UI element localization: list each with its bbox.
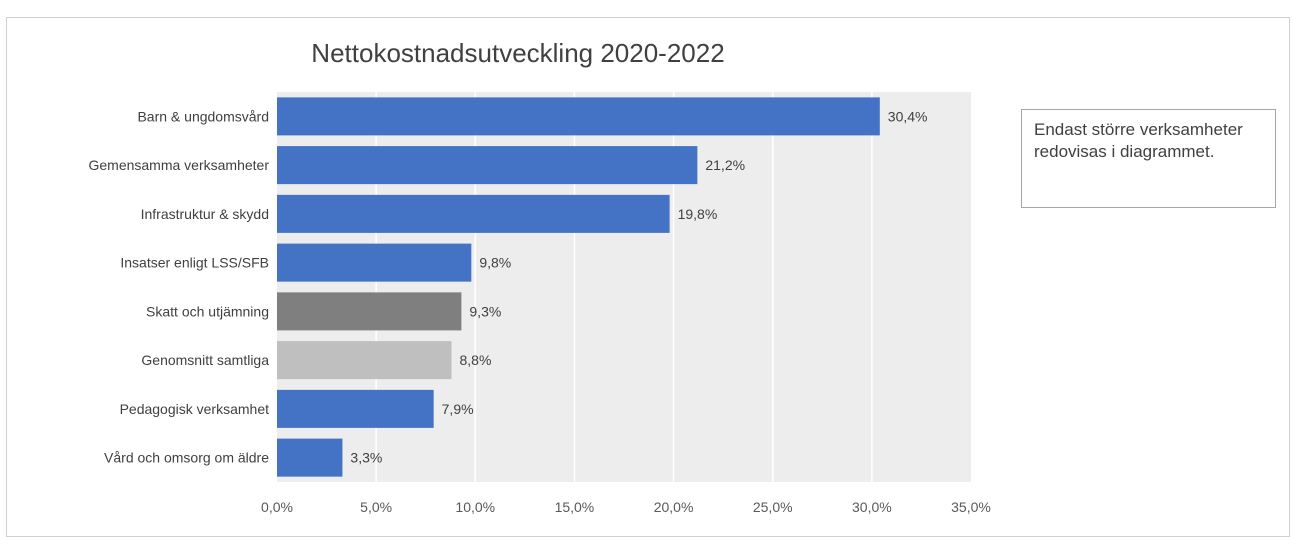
value-label: 9,3%	[469, 303, 501, 319]
bar	[277, 194, 670, 233]
value-label: 3,3%	[350, 450, 382, 466]
x-tick-label: 15,0%	[555, 499, 595, 515]
category-label: Gemensamma verksamheter	[88, 157, 269, 173]
category-label: Insatser enligt LSS/SFB	[120, 255, 269, 271]
x-tick-label: 35,0%	[951, 499, 991, 515]
bar	[277, 146, 698, 185]
value-label: 21,2%	[705, 157, 745, 173]
bar	[277, 292, 462, 331]
x-tick-label: 25,0%	[753, 499, 793, 515]
category-label: Infrastruktur & skydd	[141, 206, 269, 222]
x-tick-label: 10,0%	[455, 499, 495, 515]
value-label: 19,8%	[678, 206, 718, 222]
bar	[277, 438, 343, 477]
x-tick-label: 0,0%	[261, 499, 293, 515]
bar	[277, 243, 472, 282]
value-label: 9,8%	[479, 255, 511, 271]
category-label: Genomsnitt samtliga	[141, 352, 269, 368]
bar-chart: Nettokostnadsutveckling 2020-2022 Barn &…	[88, 38, 991, 515]
bar	[277, 97, 880, 136]
x-axis-tick-labels: 0,0% 5,0% 10,0% 15,0% 20,0% 25,0% 30,0% 35,0%	[261, 499, 991, 515]
chart-frame: Nettokostnadsutveckling 2020-2022 Barn &…	[6, 17, 1290, 537]
chart-title: Nettokostnadsutveckling 2020-2022	[311, 38, 724, 68]
category-label: Skatt och utjämning	[146, 303, 269, 319]
category-label: Vård och omsorg om äldre	[104, 450, 269, 466]
category-labels: Barn & ungdomsvård Gemensamma verksamhete…	[88, 108, 269, 465]
note-text: Endast större verksamheter redovisas i d…	[1034, 120, 1243, 161]
value-label: 7,9%	[442, 401, 474, 417]
category-label: Barn & ungdomsvård	[137, 108, 269, 124]
x-tick-label: 20,0%	[654, 499, 694, 515]
value-label: 30,4%	[888, 108, 928, 124]
value-labels: 30,4% 21,2% 19,8% 9,8% 9,3% 8,8% 7,9% 3,3%	[350, 108, 927, 465]
bar	[277, 341, 452, 380]
note-textbox: Endast större verksamheter redovisas i d…	[1021, 109, 1276, 208]
cropped-text-strip	[180, 0, 1080, 8]
bar	[277, 389, 434, 428]
category-label: Pedagogisk verksamhet	[120, 401, 270, 417]
bars	[277, 97, 880, 477]
x-tick-label: 30,0%	[852, 499, 892, 515]
value-label: 8,8%	[459, 352, 491, 368]
x-tick-label: 5,0%	[360, 499, 392, 515]
